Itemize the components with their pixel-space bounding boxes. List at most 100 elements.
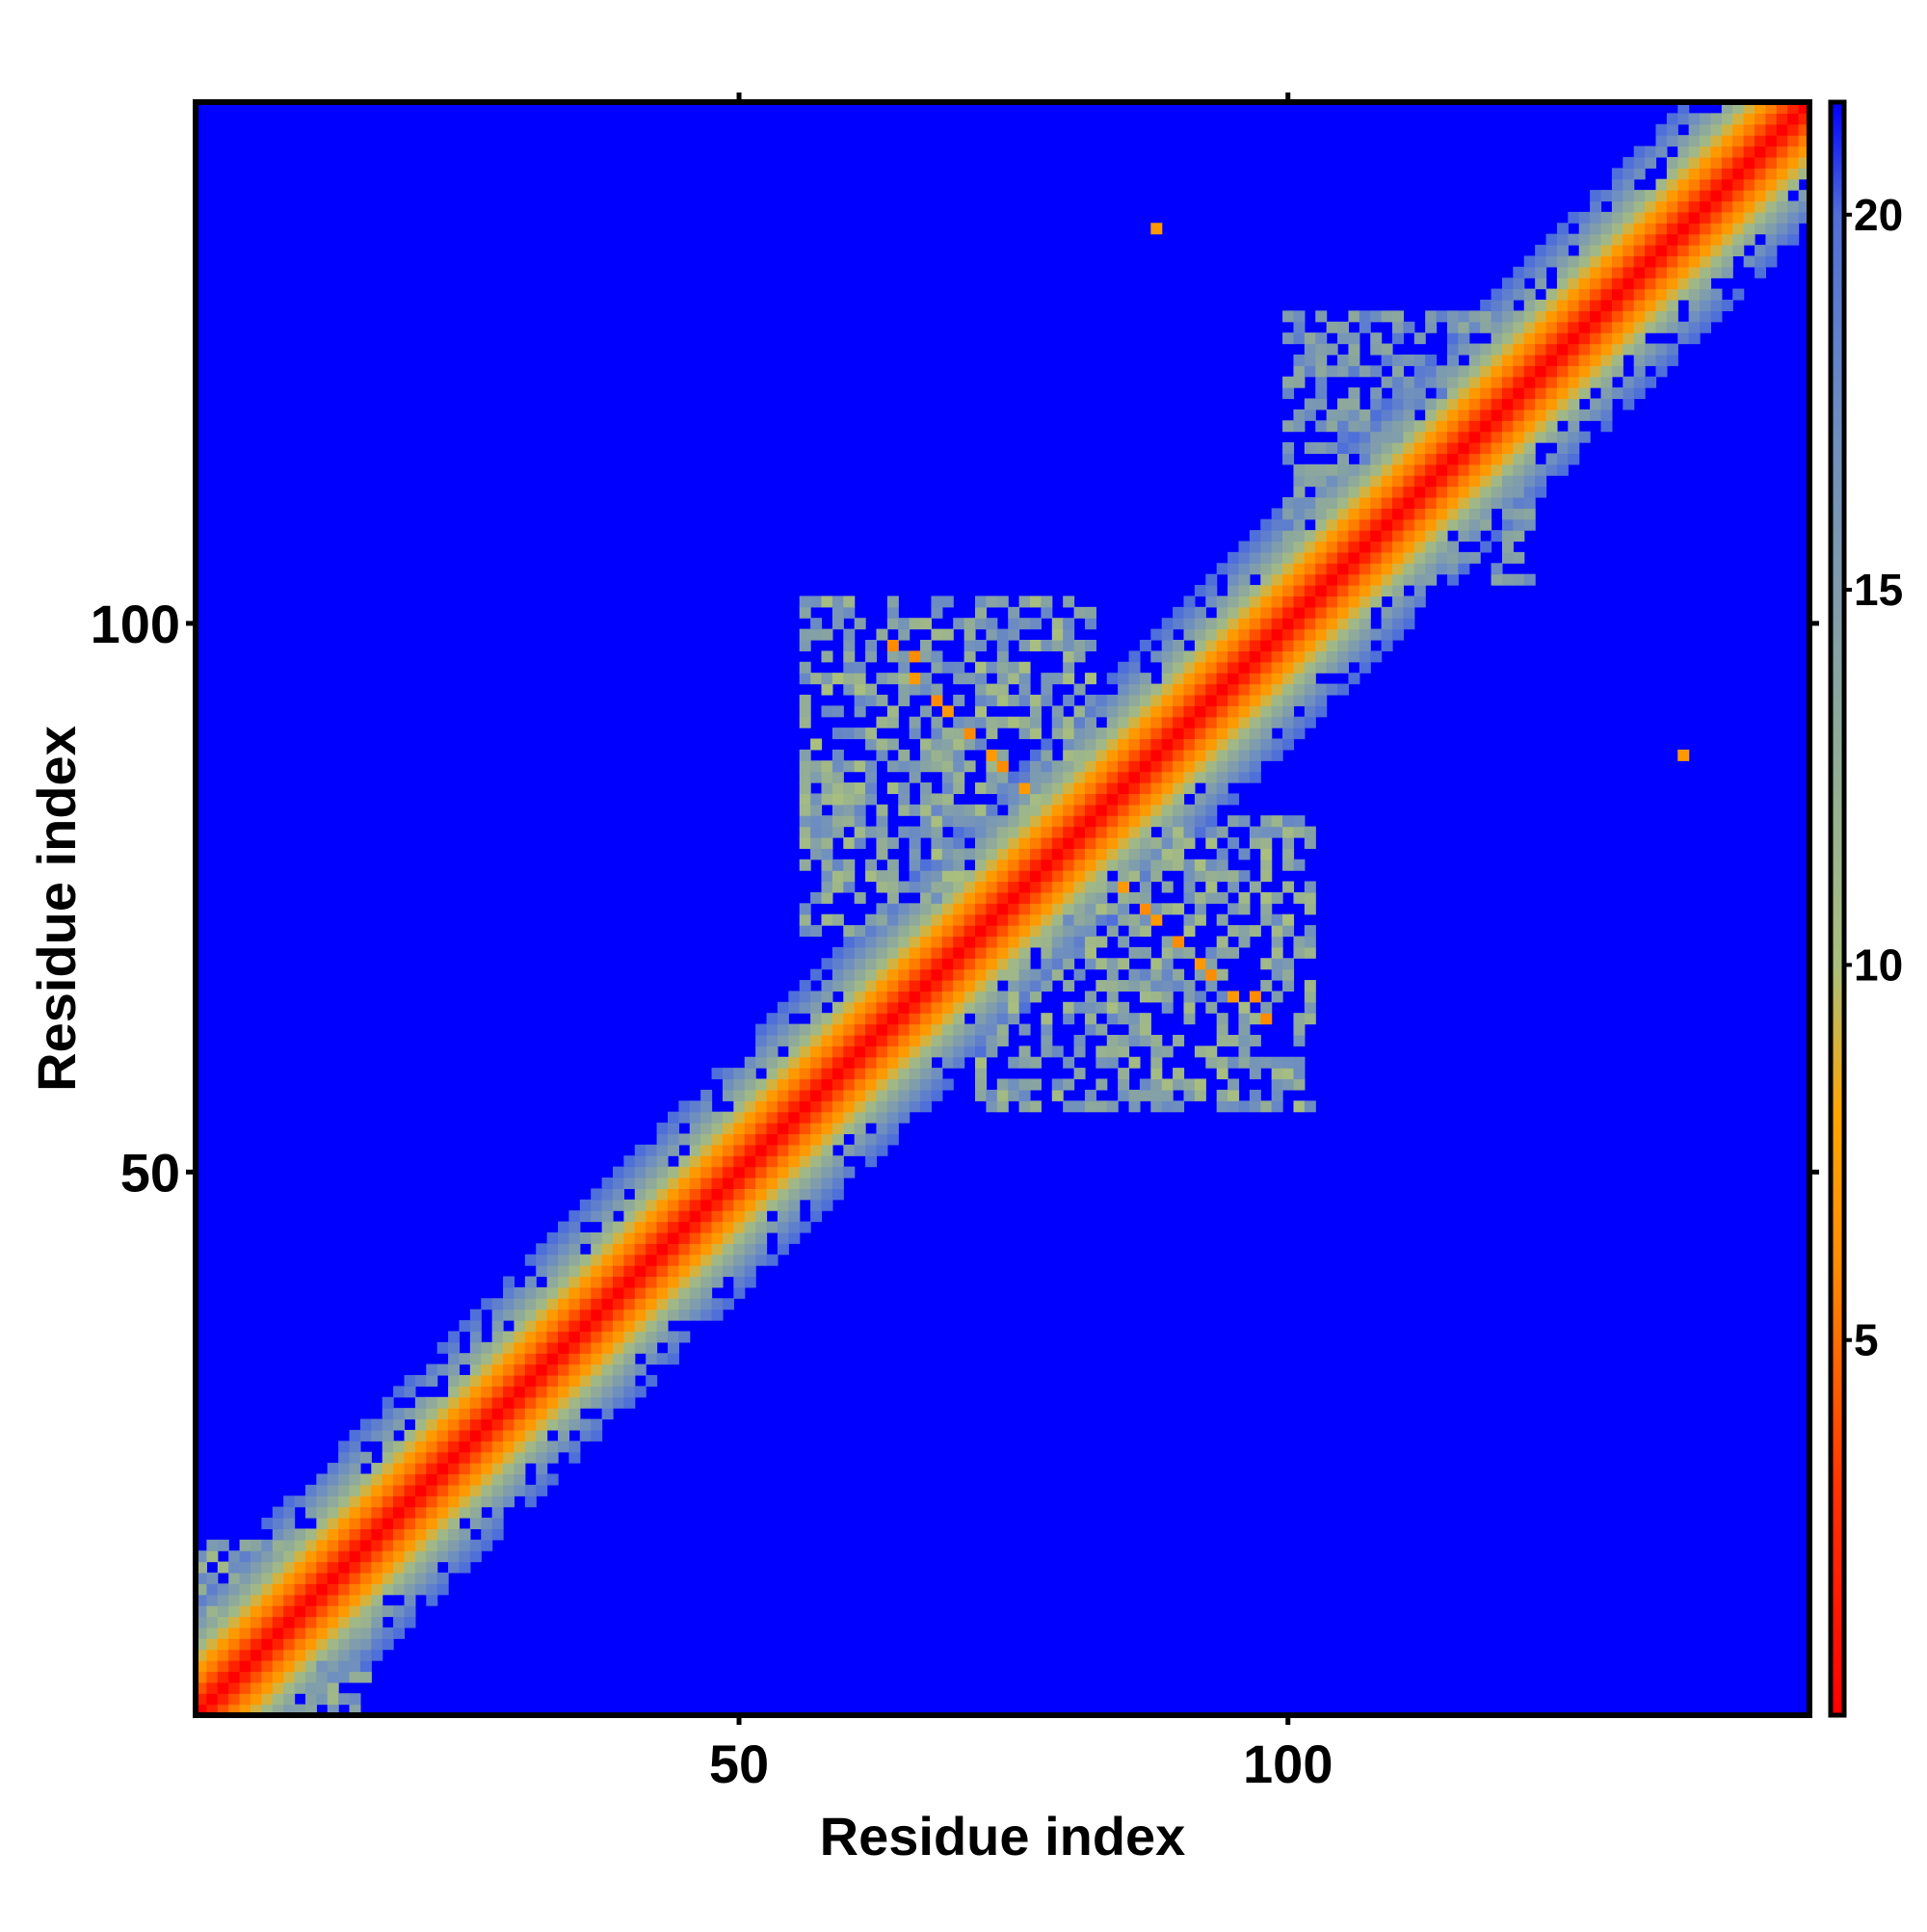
heatmap-cell bbox=[788, 1188, 801, 1201]
heatmap-cell bbox=[1623, 376, 1635, 388]
heatmap-cell bbox=[1304, 946, 1316, 959]
heatmap-cell bbox=[975, 694, 987, 706]
heatmap-cell bbox=[1194, 673, 1206, 685]
heatmap-cell bbox=[1260, 728, 1273, 740]
heatmap-cell bbox=[1545, 354, 1558, 366]
heatmap-cell bbox=[436, 1539, 449, 1551]
heatmap-cell bbox=[1018, 640, 1031, 651]
heatmap-cell bbox=[1523, 299, 1536, 311]
heatmap-cell bbox=[591, 1320, 603, 1333]
heatmap-cell bbox=[481, 1429, 493, 1442]
heatmap-cell bbox=[1260, 848, 1273, 860]
heatmap-cell bbox=[832, 859, 844, 871]
heatmap-cell bbox=[920, 738, 933, 751]
heatmap-cell bbox=[876, 936, 888, 948]
heatmap-cell bbox=[1677, 190, 1690, 202]
heatmap-cell bbox=[1370, 530, 1383, 543]
heatmap-cell bbox=[1183, 606, 1196, 619]
heatmap-cell bbox=[931, 980, 943, 992]
heatmap-cell bbox=[1008, 1078, 1020, 1091]
heatmap-cell bbox=[1337, 453, 1350, 465]
heatmap-cell bbox=[623, 1178, 636, 1189]
heatmap-cell bbox=[975, 705, 987, 718]
heatmap-cell bbox=[865, 980, 878, 992]
heatmap-cell bbox=[503, 1396, 515, 1409]
heatmap-cell bbox=[1205, 1045, 1218, 1058]
heatmap-cell bbox=[1468, 376, 1481, 388]
heatmap-cell bbox=[1590, 223, 1602, 235]
heatmap-cell bbox=[920, 1100, 933, 1113]
heatmap-cell bbox=[338, 1441, 351, 1453]
heatmap-cell bbox=[1337, 563, 1350, 575]
heatmap-cell bbox=[810, 1111, 823, 1124]
heatmap-cell bbox=[1161, 650, 1174, 663]
heatmap-cell bbox=[1425, 354, 1438, 366]
heatmap-cell bbox=[1611, 343, 1623, 356]
heatmap-cell bbox=[1205, 673, 1218, 685]
heatmap-cell bbox=[832, 1178, 844, 1189]
heatmap-cell bbox=[1480, 508, 1492, 520]
heatmap-cell bbox=[1084, 749, 1096, 761]
heatmap-cell bbox=[1787, 102, 1800, 114]
heatmap-cell bbox=[1304, 398, 1316, 410]
heatmap-cell bbox=[843, 968, 856, 981]
heatmap-cell bbox=[304, 1528, 317, 1541]
heatmap-cell bbox=[393, 1627, 406, 1639]
heatmap-cell bbox=[799, 815, 811, 828]
heatmap-cell bbox=[568, 1210, 581, 1223]
heatmap-cell bbox=[799, 716, 811, 728]
heatmap-cell bbox=[304, 1704, 317, 1716]
heatmap-cell bbox=[1304, 683, 1316, 696]
heatmap-cell bbox=[612, 1286, 624, 1299]
heatmap-cell bbox=[359, 1473, 372, 1486]
heatmap-cell bbox=[941, 760, 954, 773]
heatmap-cell bbox=[1041, 903, 1053, 915]
heatmap-cell bbox=[294, 1704, 306, 1716]
heatmap-cell bbox=[1501, 486, 1514, 498]
heatmap-cell bbox=[865, 760, 878, 773]
heatmap-cell bbox=[1084, 946, 1096, 959]
heatmap-cell bbox=[886, 1056, 899, 1069]
heatmap-cell bbox=[579, 1374, 592, 1387]
heatmap-cell bbox=[294, 1660, 306, 1673]
heatmap-cell bbox=[941, 968, 954, 981]
heatmap-cell bbox=[931, 946, 943, 959]
heatmap-cell bbox=[1205, 585, 1218, 597]
heatmap-cell bbox=[810, 1068, 823, 1080]
heatmap-cell bbox=[1161, 782, 1174, 795]
heatmap-cell bbox=[689, 1210, 701, 1223]
heatmap-cell bbox=[1359, 573, 1371, 586]
heatmap-cell bbox=[1413, 563, 1426, 575]
heatmap-cell bbox=[1568, 398, 1580, 410]
heatmap-cell bbox=[217, 1671, 229, 1683]
heatmap-cell bbox=[843, 1023, 856, 1036]
heatmap-cell bbox=[656, 1178, 669, 1189]
heatmap-cell bbox=[1633, 211, 1646, 224]
heatmap-cell bbox=[1348, 420, 1360, 433]
heatmap-cell bbox=[228, 1594, 241, 1606]
heatmap-cell bbox=[1732, 233, 1745, 246]
heatmap-cell bbox=[612, 1353, 624, 1365]
heatmap-cell bbox=[996, 946, 1009, 959]
heatmap-cell bbox=[1008, 848, 1020, 860]
heatmap-cell bbox=[1018, 728, 1031, 740]
heatmap-cell bbox=[1227, 946, 1240, 959]
heatmap-cell bbox=[1183, 870, 1196, 883]
heatmap-cell bbox=[1578, 387, 1591, 400]
heatmap-cell bbox=[1238, 1013, 1251, 1025]
heatmap-cell bbox=[1205, 891, 1218, 904]
heatmap-cell bbox=[1018, 913, 1031, 926]
heatmap-cell bbox=[1260, 903, 1273, 915]
heatmap-cell bbox=[1721, 168, 1733, 180]
heatmap-cell bbox=[1139, 903, 1151, 915]
heatmap-cell bbox=[338, 1616, 351, 1628]
heatmap-cell bbox=[1249, 738, 1261, 751]
heatmap-cell bbox=[843, 991, 856, 1003]
heatmap-cell bbox=[634, 1231, 647, 1244]
heatmap-cell bbox=[744, 1068, 756, 1080]
heatmap-cell bbox=[810, 618, 823, 630]
heatmap-cell bbox=[1381, 508, 1393, 520]
heatmap-cell bbox=[623, 1396, 636, 1409]
heatmap-cell bbox=[228, 1572, 241, 1584]
